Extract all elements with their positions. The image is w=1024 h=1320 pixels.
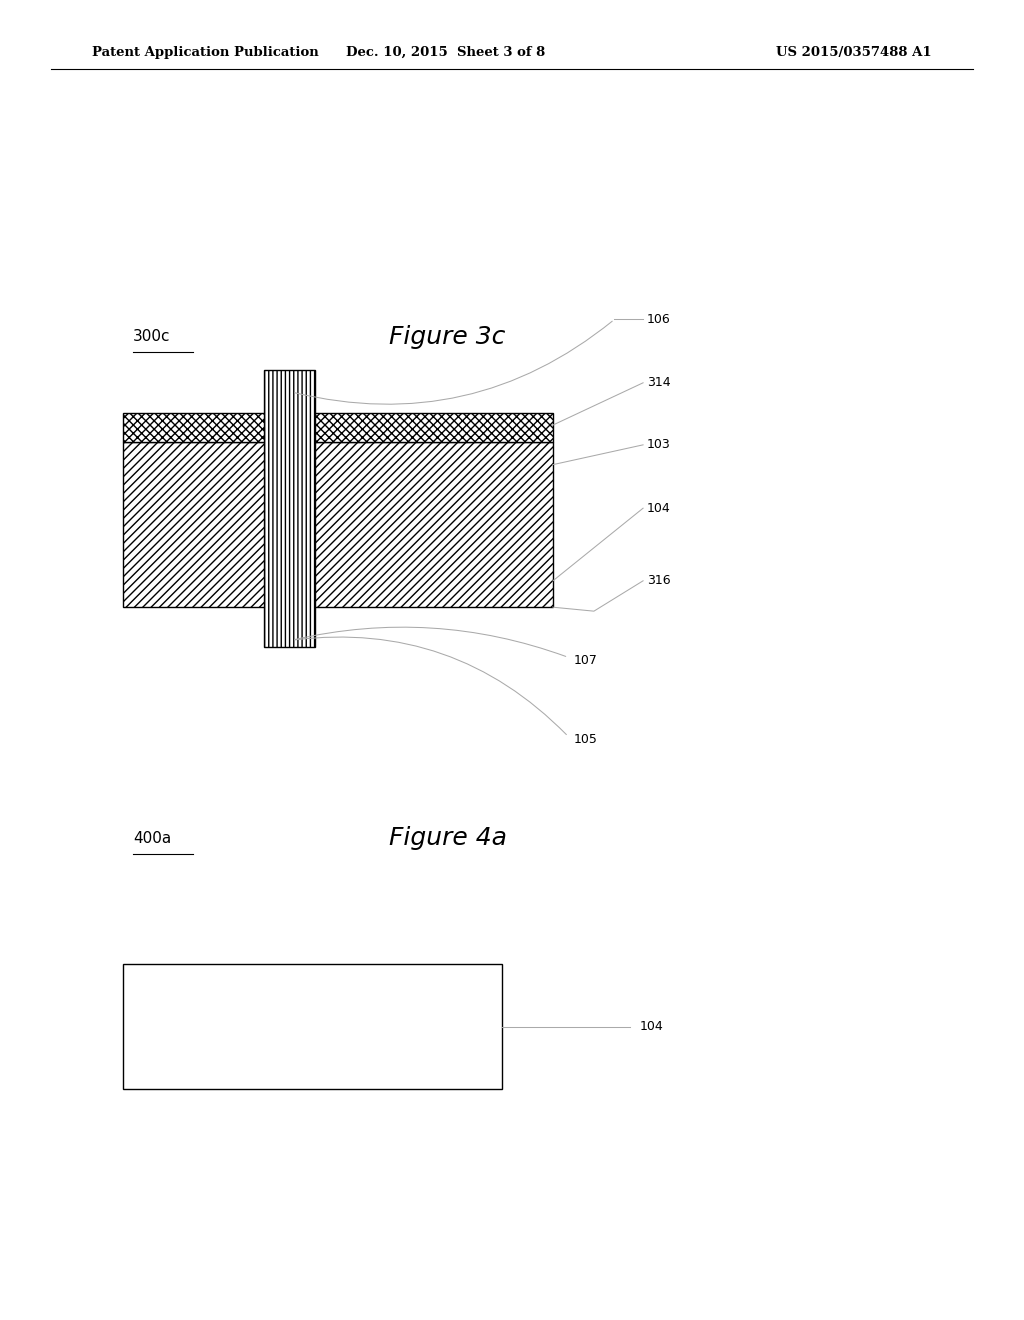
- Bar: [264, 370, 315, 647]
- Text: 314: 314: [647, 376, 671, 389]
- Text: 106: 106: [647, 313, 671, 326]
- Text: 105: 105: [573, 733, 597, 746]
- Text: 316: 316: [647, 574, 671, 587]
- Text: 400a: 400a: [133, 830, 171, 846]
- Text: Figure 4a: Figure 4a: [389, 826, 507, 850]
- Text: Dec. 10, 2015  Sheet 3 of 8: Dec. 10, 2015 Sheet 3 of 8: [346, 46, 545, 59]
- Text: Patent Application Publication: Patent Application Publication: [92, 46, 318, 59]
- Text: Figure 3c: Figure 3c: [389, 325, 506, 348]
- Text: 300c: 300c: [133, 329, 171, 345]
- Bar: [123, 964, 502, 1089]
- Text: 107: 107: [573, 653, 597, 667]
- Text: 104: 104: [647, 502, 671, 515]
- Text: US 2015/0357488 A1: US 2015/0357488 A1: [776, 46, 932, 59]
- Bar: [123, 413, 553, 442]
- Bar: [123, 442, 553, 607]
- Text: 104: 104: [640, 1020, 664, 1034]
- Text: 103: 103: [647, 438, 671, 451]
